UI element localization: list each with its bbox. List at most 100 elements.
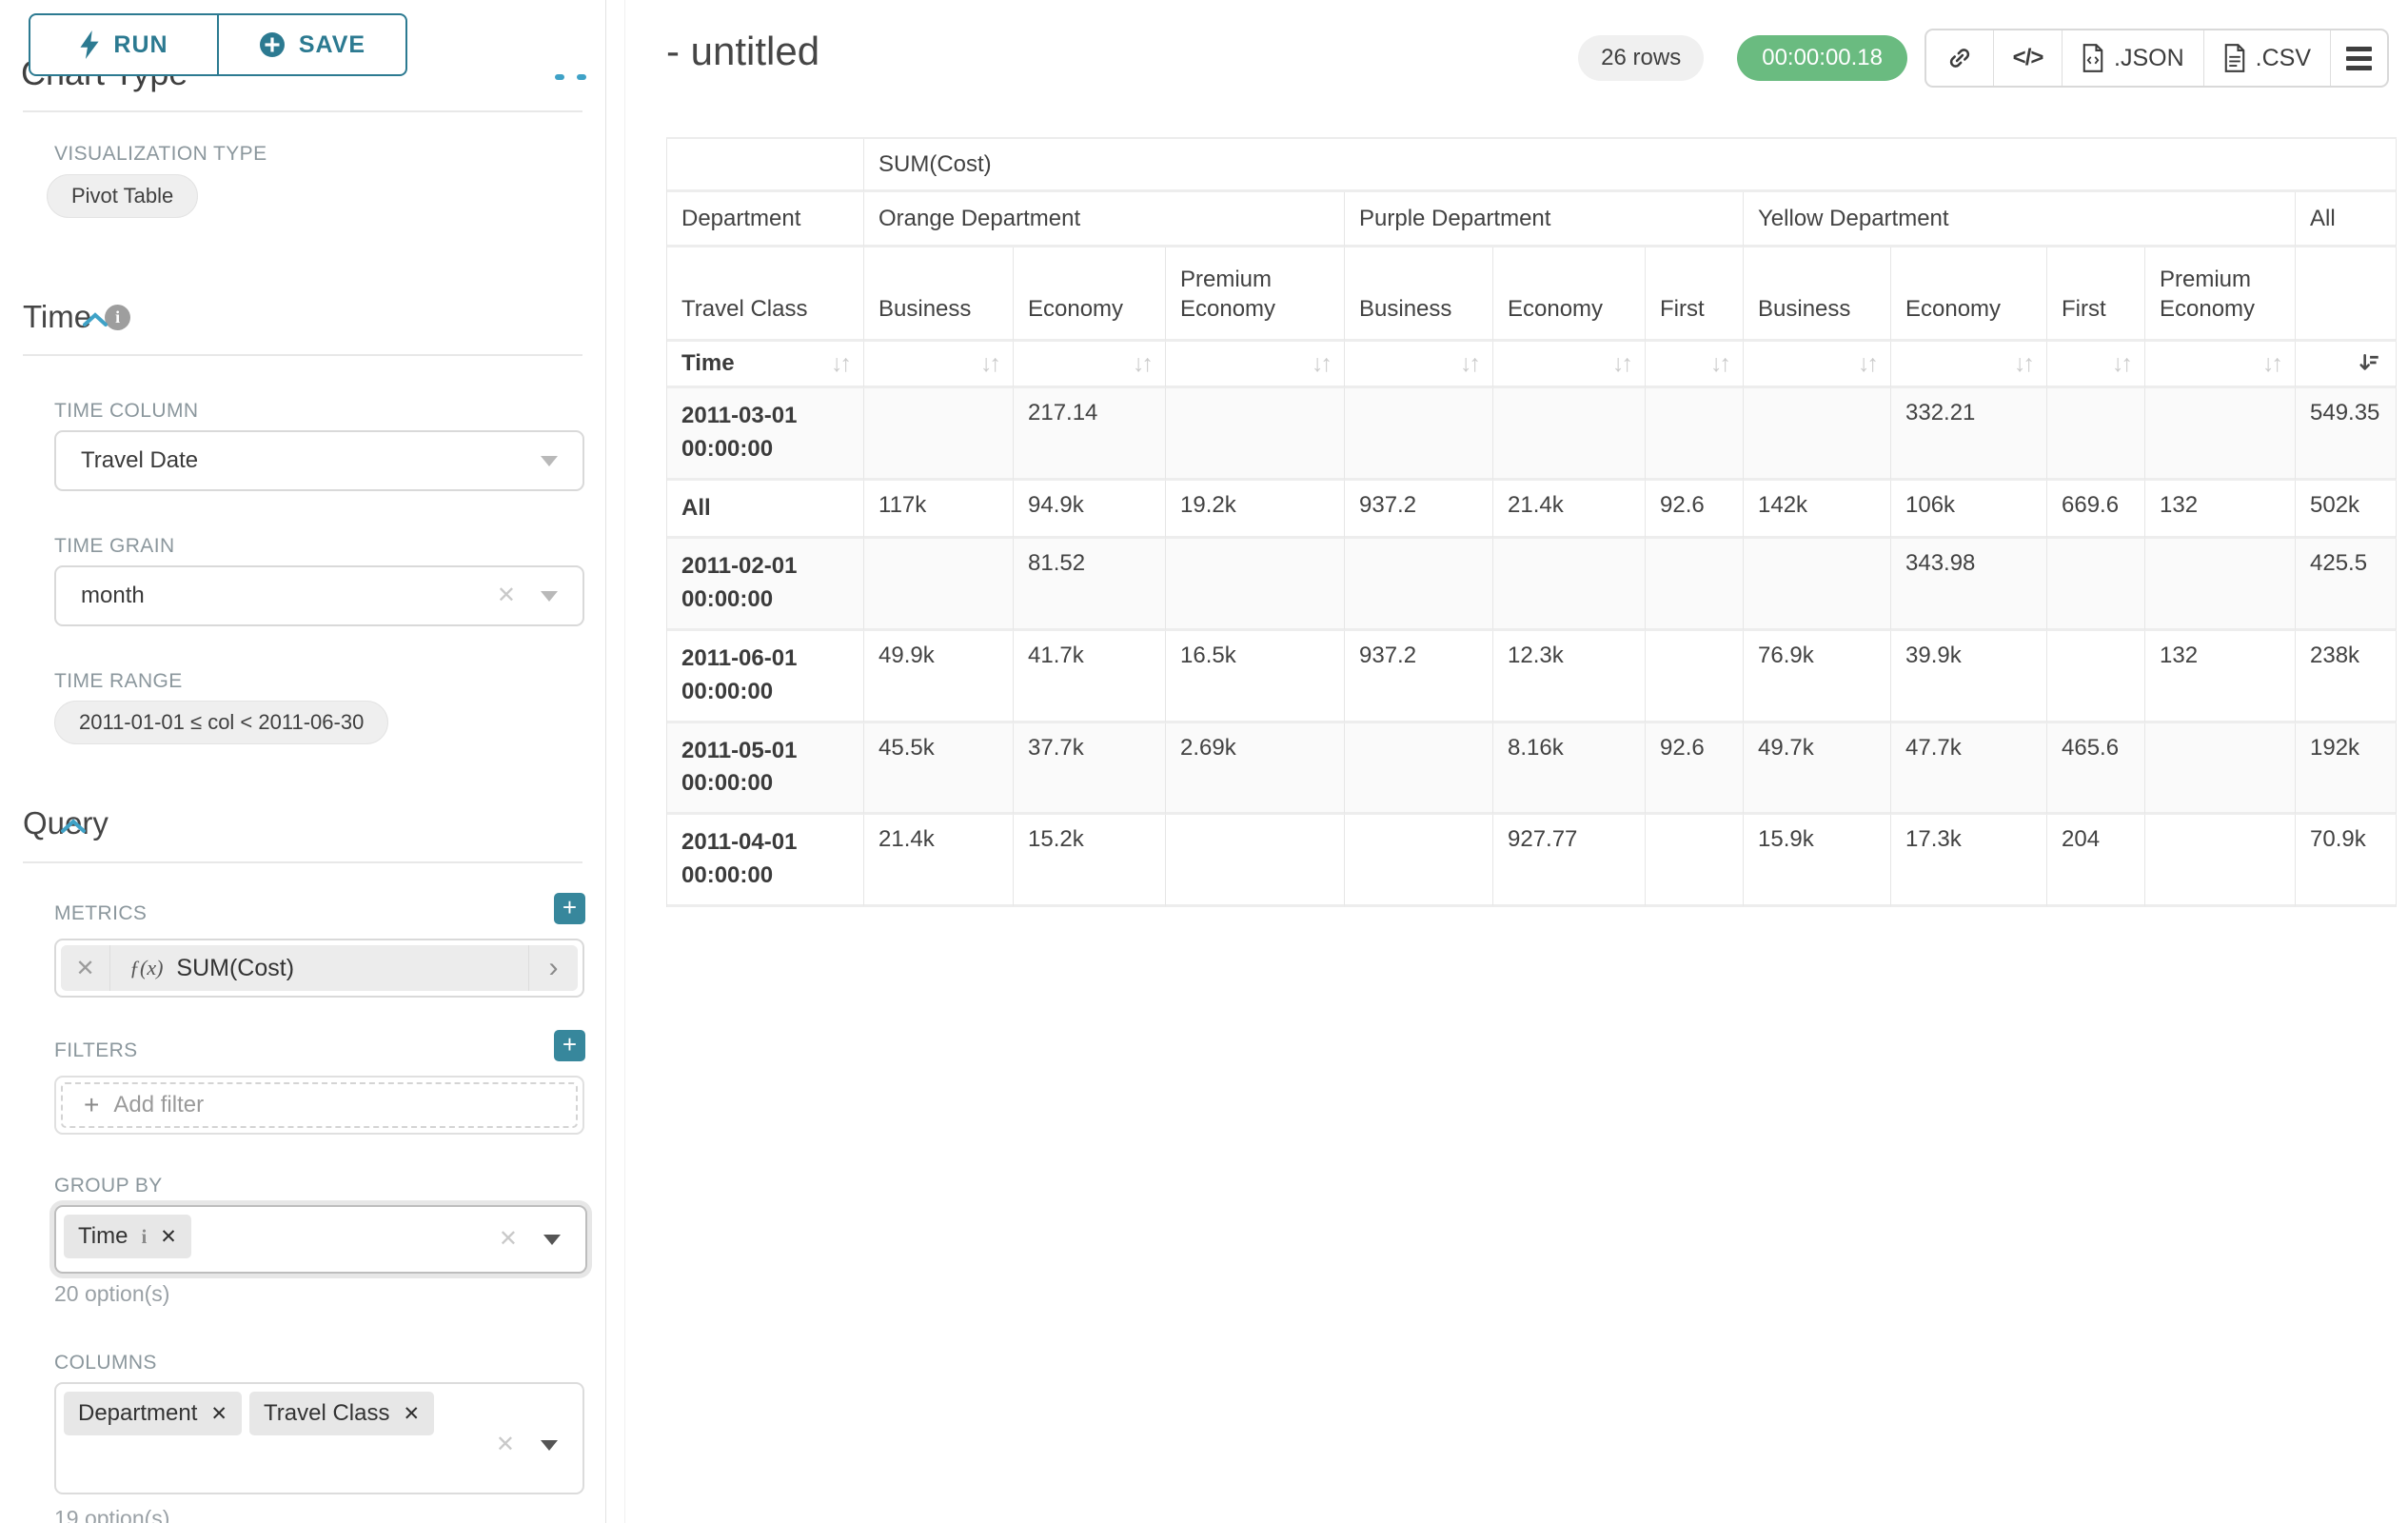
sort-icon[interactable]: ↓↑ [831, 349, 852, 377]
pivot-row-label: 2011-03-01 00:00:00 [667, 388, 864, 481]
pivot-value-cell [1646, 388, 1744, 481]
pivot-col-sub-header[interactable]: First [1646, 247, 1744, 342]
export-csv-label: .CSV [2255, 44, 2311, 71]
dimension-token-label: Department [78, 1400, 198, 1426]
pivot-col-sub-header[interactable]: Economy [1493, 247, 1646, 342]
chevron-right-icon[interactable]: › [528, 945, 578, 991]
pivot-table: SUM(Cost) Department Orange Department Purp… [666, 137, 2397, 907]
pivot-value-cell: 94.9k [1014, 480, 1166, 540]
chart-header-actions: 26 rows 00:00:00.18 </> [1578, 29, 2389, 88]
pivot-value-cell: 37.7k [1014, 722, 1166, 816]
pivot-col-group-header[interactable]: Purple Department [1345, 192, 1744, 247]
pivot-col-sub-header[interactable]: Premium Economy [2145, 247, 2296, 342]
chevron-up-icon[interactable] [82, 299, 109, 335]
pivot-col-group-header[interactable]: All [2296, 192, 2397, 247]
remove-token-icon[interactable]: ✕ [160, 1225, 177, 1248]
pivot-col-group-header[interactable]: Yellow Department [1744, 192, 2296, 247]
sort-icon[interactable]: ↓↑ [2262, 349, 2283, 377]
group-by-options-count: 20 option(s) [54, 1281, 170, 1306]
remove-metric-icon[interactable]: ✕ [61, 945, 110, 991]
visualization-type-value[interactable]: Pivot Table [47, 174, 199, 218]
pivot-table-container: SUM(Cost) Department Orange Department Purp… [666, 137, 2397, 907]
sort-icon[interactable]: ↓↑ [1710, 349, 1731, 377]
pivot-value-cell: 15.2k [1014, 815, 1166, 907]
dimension-token[interactable]: Travel Class ✕ [249, 1392, 435, 1435]
query-section-label: Query [23, 805, 109, 841]
add-filter-button[interactable]: + Add filter [61, 1082, 578, 1128]
time-column-select[interactable]: Travel Date [54, 430, 584, 491]
time-range-value[interactable]: 2011-01-01 ≤ col < 2011-06-30 [54, 701, 389, 744]
pivot-col-sub-header[interactable] [2296, 247, 2397, 342]
share-link-button[interactable] [1926, 30, 1993, 86]
chevron-up-icon[interactable] [60, 805, 87, 841]
panel-resize-handle[interactable] [555, 74, 586, 80]
time-grain-value: month [81, 583, 145, 608]
pivot-col-sub-header[interactable]: Business [864, 247, 1014, 342]
metric-pill[interactable]: ✕ ƒ(x) SUM(Cost) › [61, 945, 578, 991]
time-section-label: Time [23, 299, 92, 334]
add-metric-button[interactable]: + [554, 893, 585, 924]
row-dim-label: Time [681, 350, 735, 376]
pivot-col-sub-header[interactable]: Economy [1014, 247, 1166, 342]
view-query-button[interactable]: </> [1993, 30, 2062, 86]
sort-icon[interactable]: ↓↑ [980, 349, 1001, 377]
sort-icon[interactable]: ↓↑ [2112, 349, 2133, 377]
pivot-sort-cell [2296, 342, 2397, 388]
pivot-value-cell: 217.14 [1014, 388, 1166, 481]
pivot-col-sub-header[interactable]: Economy [1891, 247, 2047, 342]
export-json-button[interactable]: .JSON [2062, 30, 2203, 86]
run-button[interactable]: RUN [29, 13, 219, 76]
table-row: 2011-05-01 00:00:00 45.5k 37.7k 2.69k 8.16k 9… [667, 722, 2397, 816]
export-button-group: </> .JSON .CSV [1924, 29, 2389, 88]
table-row: 2011-06-01 00:00:00 49.9k 41.7k 16.5k 937.2 1… [667, 630, 2397, 723]
pivot-value-cell [1345, 388, 1493, 481]
pivot-col-sub-header[interactable]: Business [1345, 247, 1493, 342]
sort-icon[interactable]: ↓↑ [1858, 349, 1879, 377]
chart-panel: - untitled 26 rows 00:00:00.18 </> [624, 0, 2408, 1523]
sort-icon[interactable]: ↓↑ [1460, 349, 1481, 377]
pivot-value-cell: 21.4k [864, 815, 1014, 907]
pivot-value-cell [864, 539, 1014, 631]
metrics-control: ✕ ƒ(x) SUM(Cost) › [54, 939, 584, 998]
pivot-value-cell: 81.52 [1014, 539, 1166, 631]
pivot-col-group-header[interactable]: Orange Department [864, 192, 1345, 247]
group-by-select[interactable]: Time i ✕ ✕ [54, 1205, 587, 1274]
time-grain-select[interactable]: month ✕ [54, 565, 584, 626]
pivot-value-cell [2145, 388, 2296, 481]
add-filter-plus-button[interactable]: + [554, 1030, 585, 1061]
pivot-value-cell: 2.69k [1166, 722, 1345, 816]
more-options-button[interactable] [2330, 30, 2387, 86]
pivot-col-sub-header[interactable]: Business [1744, 247, 1891, 342]
pivot-col-sub-header[interactable]: Premium Economy [1166, 247, 1345, 342]
sort-icon[interactable]: ↓↑ [1612, 349, 1633, 377]
chart-title[interactable]: - untitled [666, 29, 820, 73]
lightning-icon [80, 30, 99, 59]
pivot-value-cell: 76.9k [1744, 630, 1891, 723]
sort-icon[interactable]: ↓↑ [2014, 349, 2035, 377]
columns-select[interactable]: Department ✕ Travel Class ✕ ✕ [54, 1382, 584, 1494]
dimension-token[interactable]: Time i ✕ [64, 1215, 191, 1258]
export-csv-button[interactable]: .CSV [2202, 30, 2330, 86]
remove-token-icon[interactable]: ✕ [403, 1402, 421, 1425]
clear-icon[interactable]: ✕ [496, 583, 516, 608]
pivot-value-cell [1166, 815, 1345, 907]
sort-desc-active-icon[interactable] [2357, 351, 2381, 376]
remove-token-icon[interactable]: ✕ [210, 1402, 227, 1425]
section-divider [23, 861, 582, 863]
plus-circle-icon [259, 32, 285, 57]
clear-icon[interactable]: ✕ [495, 1432, 515, 1457]
pivot-value-cell [1744, 388, 1891, 481]
dimension-token-label: Travel Class [264, 1400, 390, 1426]
pivot-col-sub-header[interactable]: First [2047, 247, 2145, 342]
pivot-value-cell: 332.21 [1891, 388, 2047, 481]
dimension-token[interactable]: Department ✕ [64, 1392, 242, 1435]
save-button[interactable]: SAVE [217, 13, 407, 76]
pivot-value-cell: 204 [2047, 815, 2145, 907]
pivot-col-sub-dim-label: Travel Class [667, 247, 864, 342]
filters-control: + Add filter [54, 1076, 584, 1135]
pivot-value-cell: 41.7k [1014, 630, 1166, 723]
pivot-value-cell [864, 388, 1014, 481]
sort-icon[interactable]: ↓↑ [1133, 349, 1154, 377]
clear-icon[interactable]: ✕ [498, 1226, 518, 1252]
sort-icon[interactable]: ↓↑ [1312, 349, 1332, 377]
